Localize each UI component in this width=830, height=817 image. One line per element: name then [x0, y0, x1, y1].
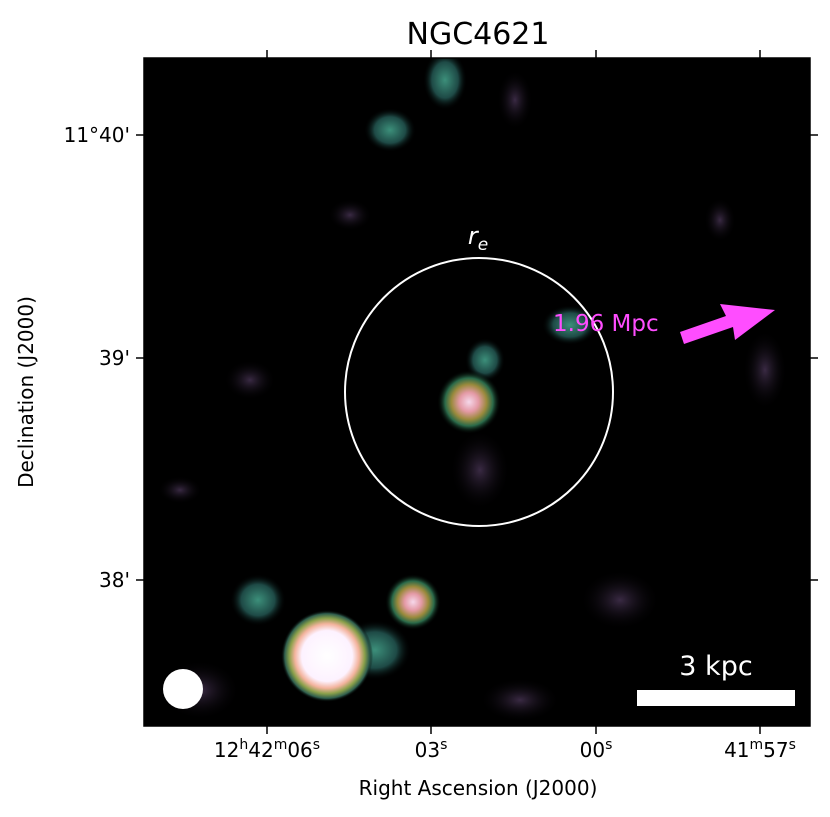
y-axis-label: Declination (J2000) [14, 296, 38, 488]
y-tick-label: 11°40' [64, 123, 130, 147]
y-ticks [136, 134, 818, 581]
x-tick-label: 00s [580, 737, 613, 762]
emission-blob [542, 305, 598, 345]
y-tick-label: 39' [99, 346, 130, 370]
emission-blob [704, 198, 736, 242]
plot-title: NGC4621 [407, 17, 550, 52]
emission-blob [224, 360, 276, 400]
emission-blob [480, 678, 560, 722]
scale-bar-label: 3 kpc [679, 651, 752, 682]
beam-ellipse [163, 669, 203, 709]
bright-source [281, 610, 373, 702]
distance-label: 1.96 Mpc [553, 311, 659, 337]
emission-blob [580, 570, 660, 630]
emission-blob [230, 574, 286, 626]
emission-blob [423, 58, 467, 110]
direction-arrow [680, 304, 775, 344]
effective-radius-label: re [468, 222, 488, 255]
x-tick-label: 03s [415, 737, 448, 762]
plot-frame [143, 57, 811, 727]
emission-blob [328, 199, 372, 231]
effective-radius-circle [344, 257, 614, 527]
source [385, 574, 441, 630]
x-axis-label: Right Ascension (J2000) [359, 776, 598, 800]
x-ticks [266, 50, 761, 734]
central-source [437, 370, 501, 434]
emission-blob [743, 330, 787, 410]
x-tick-label: 12h42m06s [214, 737, 320, 762]
x-tick-label: 41m57s [724, 737, 796, 762]
image-area: re 1.96 Mpc 3 kpc [144, 58, 810, 726]
emission-blob [450, 430, 510, 510]
y-tick-label: 38' [99, 568, 130, 592]
scale-bar [637, 690, 795, 706]
emission-blob [158, 476, 202, 504]
emission-blob [497, 70, 533, 130]
emission-blob [364, 108, 416, 152]
